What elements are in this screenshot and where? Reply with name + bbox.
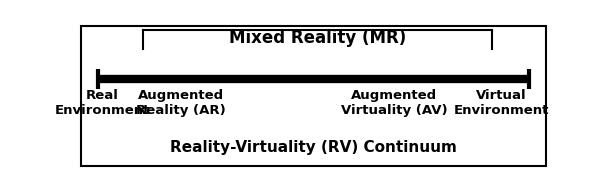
Text: Mixed Reality (MR): Mixed Reality (MR) — [229, 29, 406, 47]
Text: Augmented
Reality (AR): Augmented Reality (AR) — [136, 89, 226, 117]
Text: Real
Environment: Real Environment — [55, 89, 151, 117]
Text: Augmented
Virtuality (AV): Augmented Virtuality (AV) — [341, 89, 447, 117]
Text: Virtual
Environment: Virtual Environment — [453, 89, 549, 117]
FancyBboxPatch shape — [81, 26, 546, 166]
Text: Reality-Virtuality (RV) Continuum: Reality-Virtuality (RV) Continuum — [170, 140, 457, 155]
